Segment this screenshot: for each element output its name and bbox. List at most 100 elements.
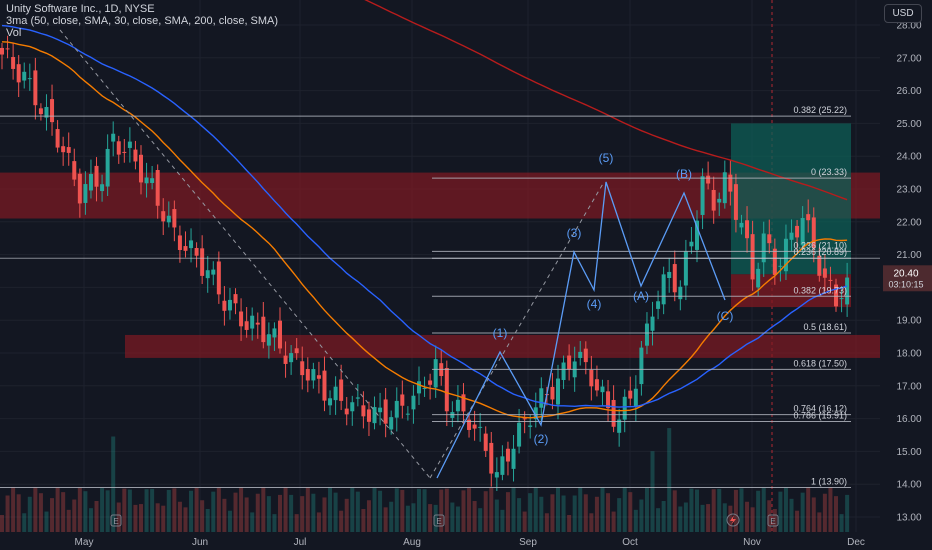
volume-bar (717, 488, 722, 535)
candle-body (806, 214, 811, 221)
volume-bar (205, 509, 210, 535)
zone-layer (0, 123, 880, 358)
volume-bar (22, 513, 27, 535)
candle-body (261, 316, 266, 343)
volume-bar (633, 509, 638, 535)
candle-body (461, 394, 466, 412)
candle-body (400, 394, 405, 406)
candle-body (822, 268, 827, 278)
earnings-E-icon[interactable]: E (767, 514, 779, 527)
candle-body (316, 375, 321, 379)
candle-body (250, 315, 255, 329)
candle-body (183, 246, 188, 251)
volume-bar (539, 496, 544, 535)
volume-bar (400, 489, 405, 535)
candle-body (617, 419, 622, 433)
candle-body (139, 154, 143, 183)
volume-bar (311, 493, 316, 535)
candle-body (728, 174, 733, 192)
volume-bar (333, 492, 338, 535)
volume-bar (639, 499, 644, 535)
candle-body (767, 234, 772, 244)
candle-body (311, 369, 316, 381)
candle-body (828, 279, 833, 281)
candle-body (795, 225, 800, 238)
volume-bar (33, 487, 38, 535)
currency-button[interactable]: USD (884, 4, 922, 23)
volume-bar (166, 489, 171, 535)
volume-bar (561, 495, 566, 535)
earnings-E-icon[interactable]: E (110, 514, 122, 527)
volume-bar (5, 495, 10, 535)
volume-bar (845, 494, 850, 535)
chart-legend: Unity Software Inc., 1D, NYSE 3ma (50, c… (6, 3, 278, 39)
candle-body (105, 148, 110, 187)
symbol-title[interactable]: Unity Software Inc., 1D, NYSE (6, 3, 155, 15)
volume-bar (756, 490, 761, 535)
indicator-label[interactable]: 3ma (50, close, SMA, 30, close, SMA, 200… (6, 15, 279, 27)
candle-body (678, 286, 683, 300)
volume-bar (244, 497, 249, 535)
volume-bar (88, 508, 93, 535)
volume-bar (83, 491, 88, 535)
candle-body (38, 108, 43, 115)
candle-body (656, 301, 661, 309)
candle-body (522, 418, 527, 420)
candle-body (706, 175, 711, 184)
volume-bar (483, 491, 488, 535)
price-tick-label: 14.00 (896, 480, 921, 491)
price-tick-label: 16.00 (896, 414, 921, 425)
candle-body (205, 270, 210, 279)
volume-bar (378, 490, 383, 535)
volume-bar (283, 487, 288, 535)
price-tick-label: 18.00 (896, 349, 921, 360)
volume-bar (77, 487, 82, 535)
earnings-E-icon[interactable]: E (433, 514, 445, 527)
fib-level-label: 0.236 (20.89) (793, 247, 847, 257)
volume-bar (200, 500, 205, 535)
candle-body (606, 391, 611, 409)
price-tick-label: 26.00 (896, 86, 921, 97)
candle-body (839, 298, 844, 300)
candle-body (567, 355, 572, 370)
month-label: Sep (519, 537, 537, 548)
candle-body (561, 362, 566, 380)
volume-bar (11, 487, 16, 535)
candle-body (717, 198, 722, 203)
volume-bar (467, 488, 472, 535)
volume-bar (622, 487, 627, 535)
volume-bar (322, 497, 327, 535)
volume-bar (127, 489, 132, 535)
volume-bar (767, 500, 772, 535)
volume-bar (672, 490, 677, 535)
volume-bar (772, 509, 777, 535)
wave-label: (1) (493, 326, 508, 340)
candle-body (116, 141, 121, 155)
volume-bar (339, 510, 344, 535)
candle-body (817, 255, 822, 276)
fib-level-label: 0.786 (15.91) (793, 411, 847, 421)
volume-bar (695, 489, 699, 535)
candle-body (661, 274, 666, 305)
lightning-icon[interactable] (726, 513, 740, 527)
volume-bar (44, 511, 49, 535)
volume-bar (583, 494, 588, 535)
volume-bar (139, 504, 143, 535)
volume-label[interactable]: Vol (6, 27, 22, 39)
volume-bar (300, 496, 305, 535)
candle-body (200, 248, 205, 276)
volume-bar (594, 496, 599, 535)
candle-body (0, 47, 4, 55)
ma-line-50 (1, 24, 848, 408)
month-label: Nov (743, 537, 761, 548)
candle-body (639, 347, 644, 385)
month-label: Oct (622, 537, 638, 548)
candle-body (161, 211, 166, 222)
candle-body (211, 269, 216, 275)
zone-support (125, 334, 880, 358)
price-tag-countdown: 03:10:15 (888, 279, 923, 289)
fib-level-label: 0.764 (16.12) (793, 404, 847, 414)
volume-bar (350, 487, 355, 535)
